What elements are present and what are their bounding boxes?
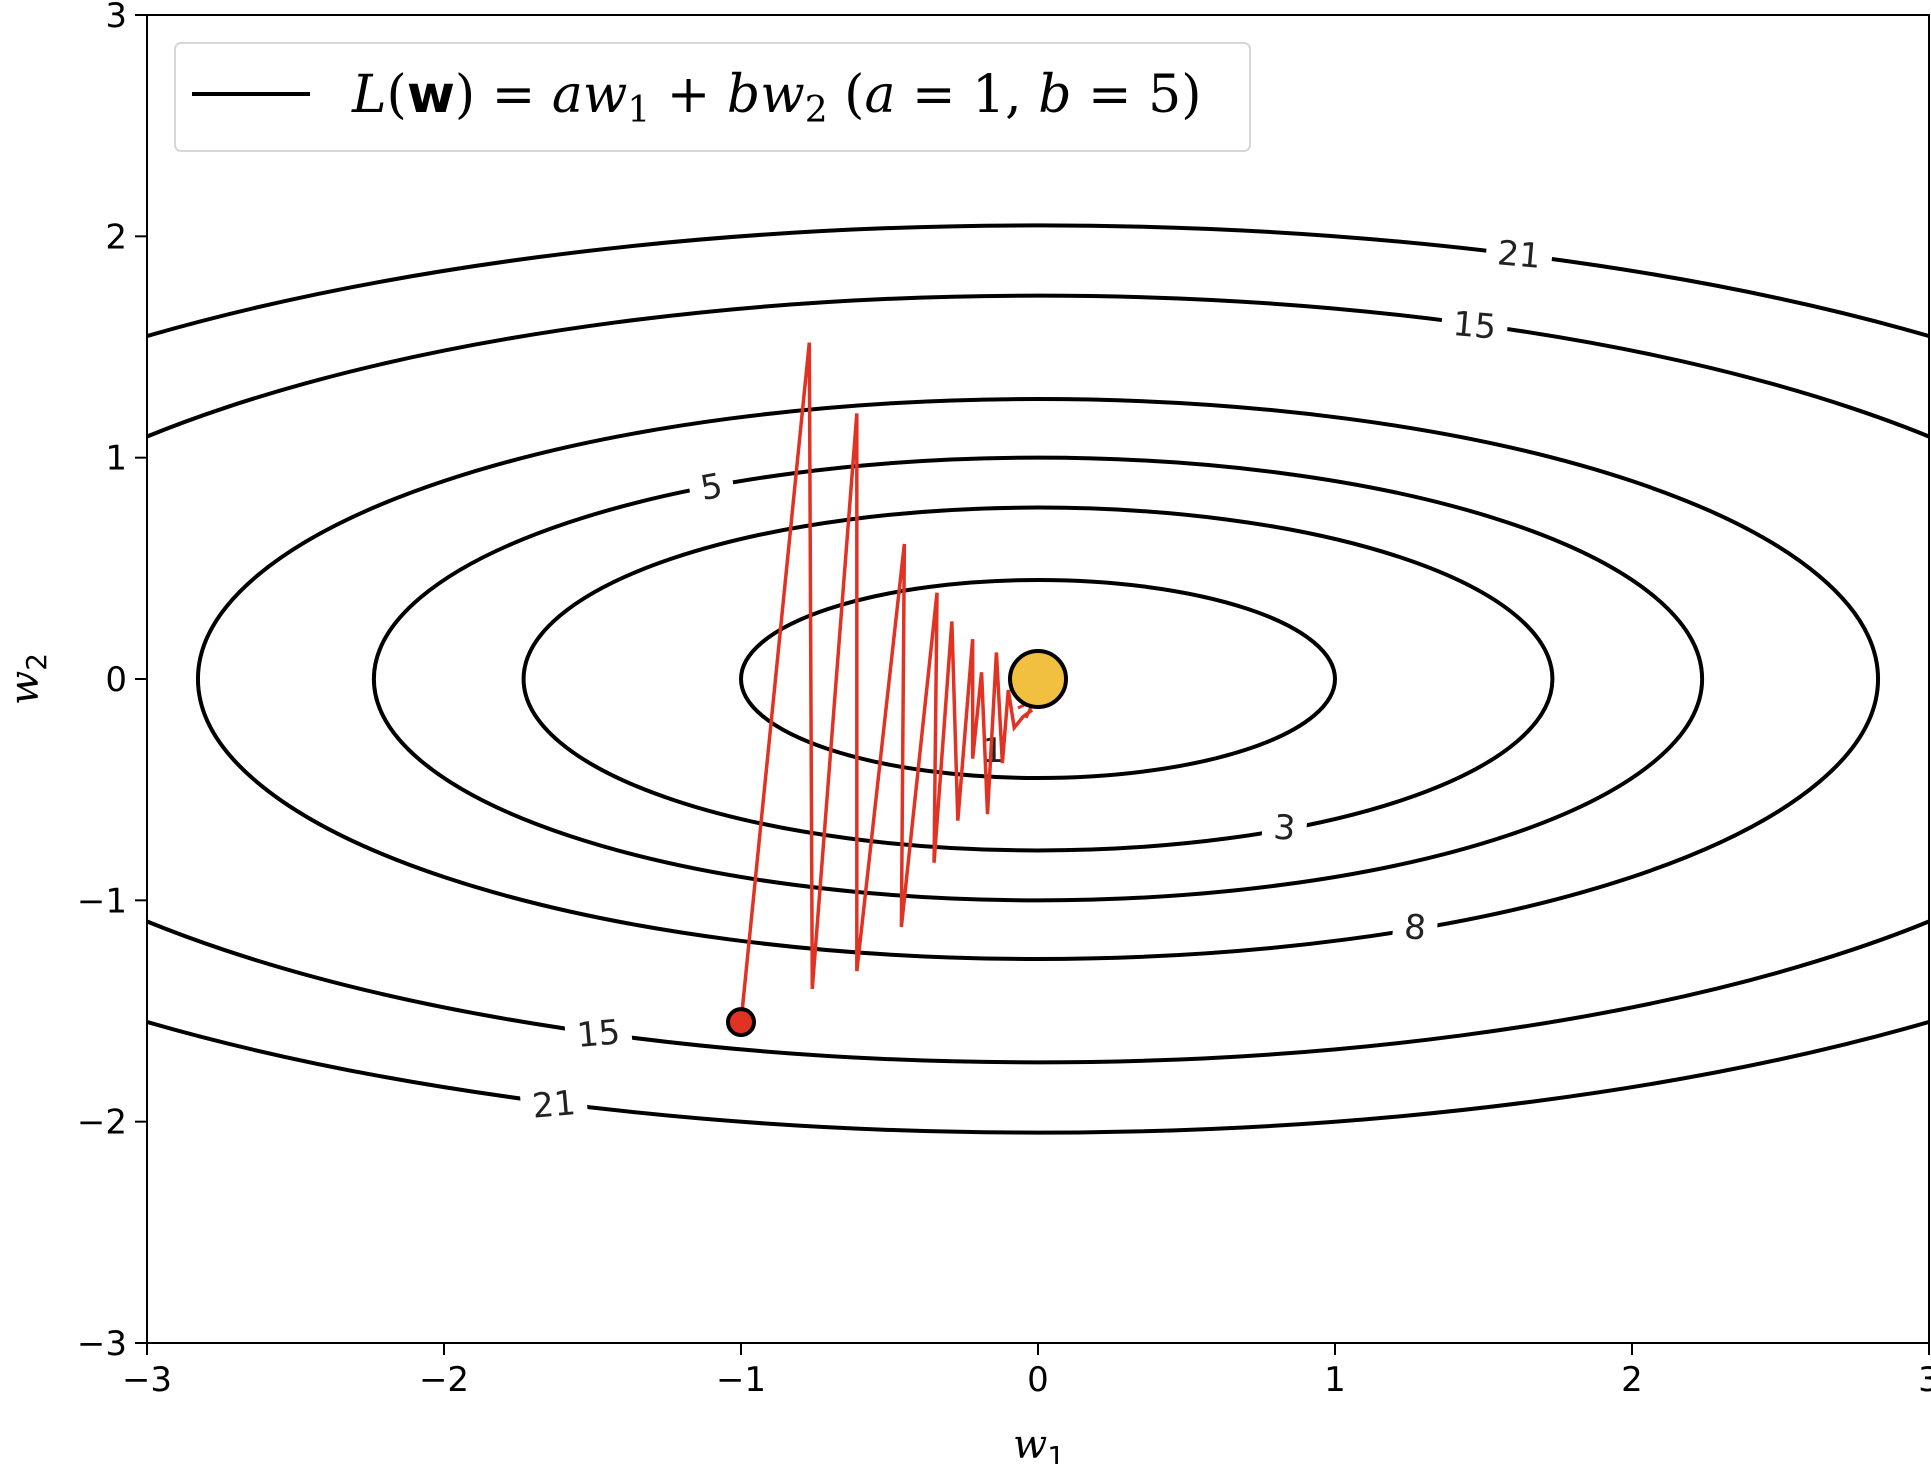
y-tick-label: −1 (77, 881, 127, 921)
contour-label: 8 (1403, 907, 1428, 949)
contour-level-8 (195, 397, 1881, 961)
x-tick-label: 0 (1027, 1360, 1049, 1400)
y-tick-label: 2 (105, 217, 127, 257)
contour-level-21 (147, 223, 1929, 1135)
y-tick-label: 1 (105, 439, 127, 479)
contour-label: 15 (1451, 304, 1498, 348)
gd-path-line (739, 342, 1034, 1023)
legend: L(w) = aw1 + bw2 (a = 1, b = 5) (174, 42, 1251, 152)
minimum-marker (1008, 649, 1068, 709)
start-point-marker (726, 1007, 756, 1038)
contour-label-gap (519, 1079, 589, 1129)
contour-label-gap (1391, 903, 1440, 951)
optimization-path (739, 342, 1038, 1023)
contour-label: 3 (1272, 807, 1297, 849)
x-tick-label: 3 (1918, 1360, 1931, 1400)
y-tick-label: 3 (105, 0, 127, 36)
contour-level-5 (371, 455, 1705, 903)
contour-label-gap (685, 460, 737, 512)
x-tick-label: 2 (1621, 1360, 1643, 1400)
contour-level-1 (739, 578, 1337, 780)
contour-level-3 (521, 505, 1555, 853)
x-tick-label: −1 (716, 1360, 766, 1400)
contour-label-gap (1260, 803, 1309, 852)
x-axis-title: w1 (1013, 1422, 1065, 1464)
contour-label-gap (1484, 229, 1554, 279)
x-tick-label: 1 (1324, 1360, 1346, 1400)
axis-ticks: −3 −2 −1 0 1 2 3 −3 −2 −1 0 1 2 3 (77, 0, 1931, 1400)
contour-label: 15 (575, 1012, 622, 1056)
legend-box (174, 42, 1251, 152)
x-tick-label: −3 (122, 1360, 172, 1400)
y-axis-title: w2 (2, 653, 53, 705)
legend-label: L(w) = aw1 + bw2 (a = 1, b = 5) (351, 65, 1202, 131)
x-tick-label: −2 (419, 1360, 469, 1400)
contour-label: 21 (531, 1083, 578, 1127)
y-tick-label: −2 (77, 1103, 127, 1143)
contour-label-gap (1439, 300, 1510, 350)
contour-label: 21 (1496, 233, 1543, 277)
y-tick-label: −3 (77, 1324, 127, 1364)
y-tick-label: 0 (105, 660, 127, 700)
contour-label-gap (563, 1008, 634, 1058)
contour-label: 1 (983, 731, 1005, 771)
contour-level-15 (147, 293, 1929, 1065)
